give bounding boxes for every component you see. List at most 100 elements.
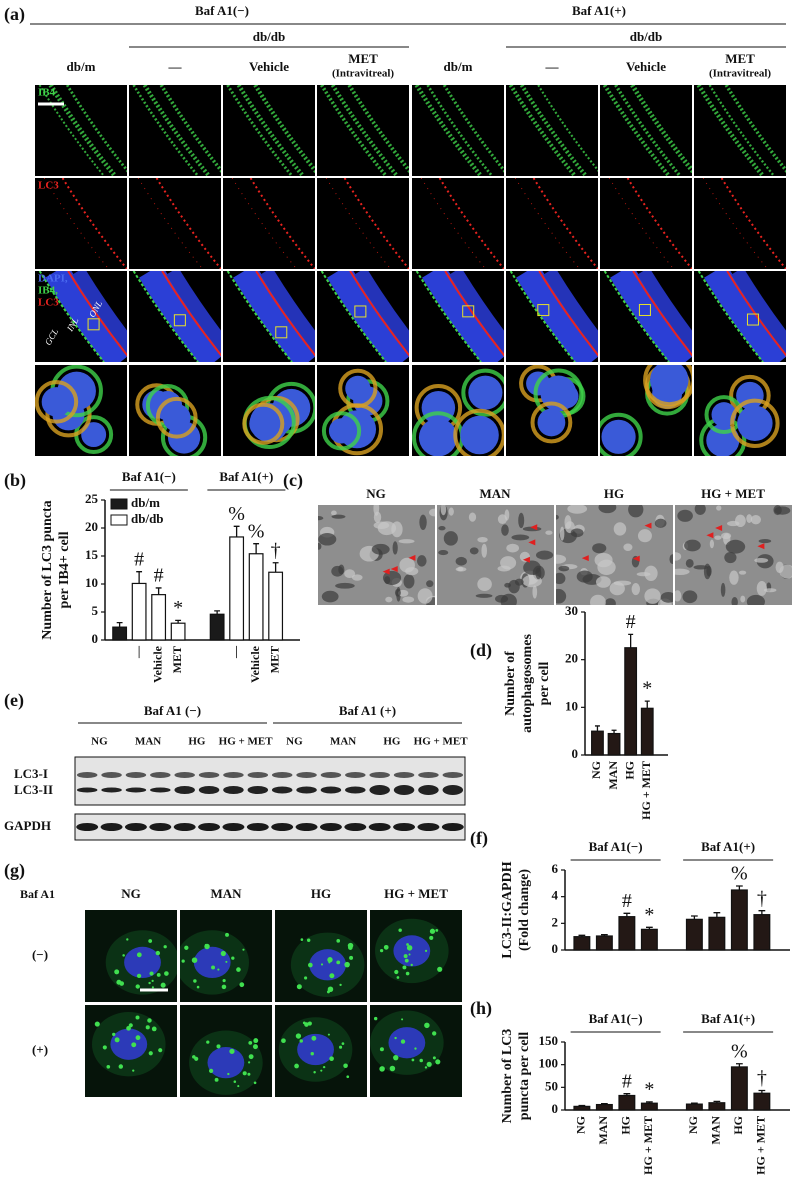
organelle: [443, 531, 458, 546]
significance-marker: %: [248, 520, 265, 542]
lc3-punctum: [114, 969, 120, 975]
y-axis-label: Number of LC3 puncta: [40, 500, 55, 639]
lc3-punctum: [149, 1052, 152, 1055]
x-tick-label: Vehicle: [248, 645, 262, 683]
lc3-punctum: [339, 1045, 343, 1049]
micrograph: [223, 271, 315, 362]
organelle: [677, 509, 693, 522]
lc3-punctum: [225, 932, 229, 937]
significance-marker: *: [173, 597, 183, 619]
blot-band: [222, 823, 245, 831]
lc3-punctum: [229, 1048, 235, 1054]
micrograph-background: [694, 178, 786, 269]
organelle: [385, 596, 393, 603]
lane-label: MAN: [135, 736, 161, 748]
lc3-punctum: [424, 949, 428, 952]
bar: [640, 928, 658, 951]
lc3-punctum: [343, 1063, 348, 1068]
lc3-punctum: [164, 971, 169, 976]
lc3-punctum: [151, 979, 154, 982]
organelle: [567, 505, 588, 514]
organelle: [371, 543, 390, 555]
row-header: Baf A1: [20, 887, 55, 901]
error-bar: [136, 571, 143, 584]
lc3-punctum: [390, 1067, 394, 1071]
y-tick-label: 25: [85, 491, 99, 506]
organelle: [455, 567, 467, 572]
error-bar: [594, 725, 600, 732]
lc3-punctum: [429, 935, 434, 940]
micrograph: [35, 178, 127, 269]
organelle: [675, 552, 682, 561]
organelle: [729, 570, 739, 585]
error-bar: [736, 885, 743, 890]
lc3-punctum: [204, 943, 210, 950]
micrograph: [370, 1005, 462, 1097]
lc3-stain: [514, 178, 580, 269]
lc3-punctum: [248, 1054, 254, 1060]
organelle: [438, 526, 446, 531]
x-tick-label: —: [228, 645, 242, 659]
lc3-punctum: [239, 982, 245, 988]
organelle: [725, 539, 746, 554]
group-subtitle: db/db: [253, 29, 286, 44]
significance-marker: #: [626, 611, 636, 633]
organelle: [637, 529, 652, 543]
y-tick-label: 6: [552, 861, 559, 876]
organelle: [556, 554, 567, 564]
group-label: Baf A1(+): [701, 1011, 755, 1026]
error-bar: [758, 910, 766, 915]
organelle: [331, 510, 337, 516]
lc3-punctum: [327, 957, 333, 963]
lc3-punctum: [253, 1038, 259, 1044]
cell-ring: [321, 411, 362, 451]
micrograph: [223, 85, 315, 176]
organelle: [570, 528, 584, 538]
micrograph: [85, 910, 177, 1002]
blot-band: [271, 823, 294, 831]
bar: [209, 613, 225, 641]
lc3-punctum: [128, 1023, 133, 1028]
micrograph: [506, 85, 598, 176]
lc3-stain: [67, 271, 127, 357]
micrograph-background: [600, 85, 692, 176]
lc3-punctum: [147, 1018, 152, 1023]
organelle: [468, 512, 477, 522]
x-tick-label: NG: [686, 1116, 700, 1134]
lc3-punctum: [119, 981, 125, 986]
lc3-stain: [161, 271, 221, 357]
lc3-punctum: [322, 1065, 326, 1069]
significance-marker: #: [622, 890, 632, 912]
group-label: Baf A1(−): [589, 1011, 643, 1026]
error-bar: [601, 1103, 608, 1105]
lc3-punctum: [206, 1040, 210, 1044]
micrograph: [35, 85, 127, 176]
organelle: [402, 596, 415, 603]
nuclear-layer: [327, 271, 409, 362]
vessel-stain: [697, 271, 764, 362]
lc3-punctum: [118, 1064, 124, 1069]
lc3-stain: [726, 271, 786, 357]
nucleus: [737, 405, 773, 441]
organelle: [763, 588, 777, 593]
lc3-stain: [608, 178, 674, 269]
legend-label: db/m: [131, 495, 160, 510]
column-label: —: [545, 59, 560, 74]
arrowhead: [581, 555, 589, 562]
nucleus: [345, 375, 371, 402]
lc3-punctum: [122, 954, 125, 957]
lc3-punctum: [136, 952, 142, 958]
roi-box: [537, 304, 550, 317]
organelle: [335, 582, 355, 589]
lc3-punctum: [135, 1035, 141, 1041]
micrograph: [694, 85, 786, 176]
lc3-punctum: [326, 990, 330, 994]
lc3-punctum: [419, 1058, 423, 1063]
blot-band: [247, 786, 269, 794]
panel-label: (d): [470, 640, 492, 661]
blot-band: [100, 823, 123, 831]
lc3-punctum: [383, 944, 389, 950]
lc3-punctum: [247, 1072, 251, 1076]
organelle: [675, 590, 682, 602]
x-tick-label: MAN: [596, 1116, 610, 1145]
